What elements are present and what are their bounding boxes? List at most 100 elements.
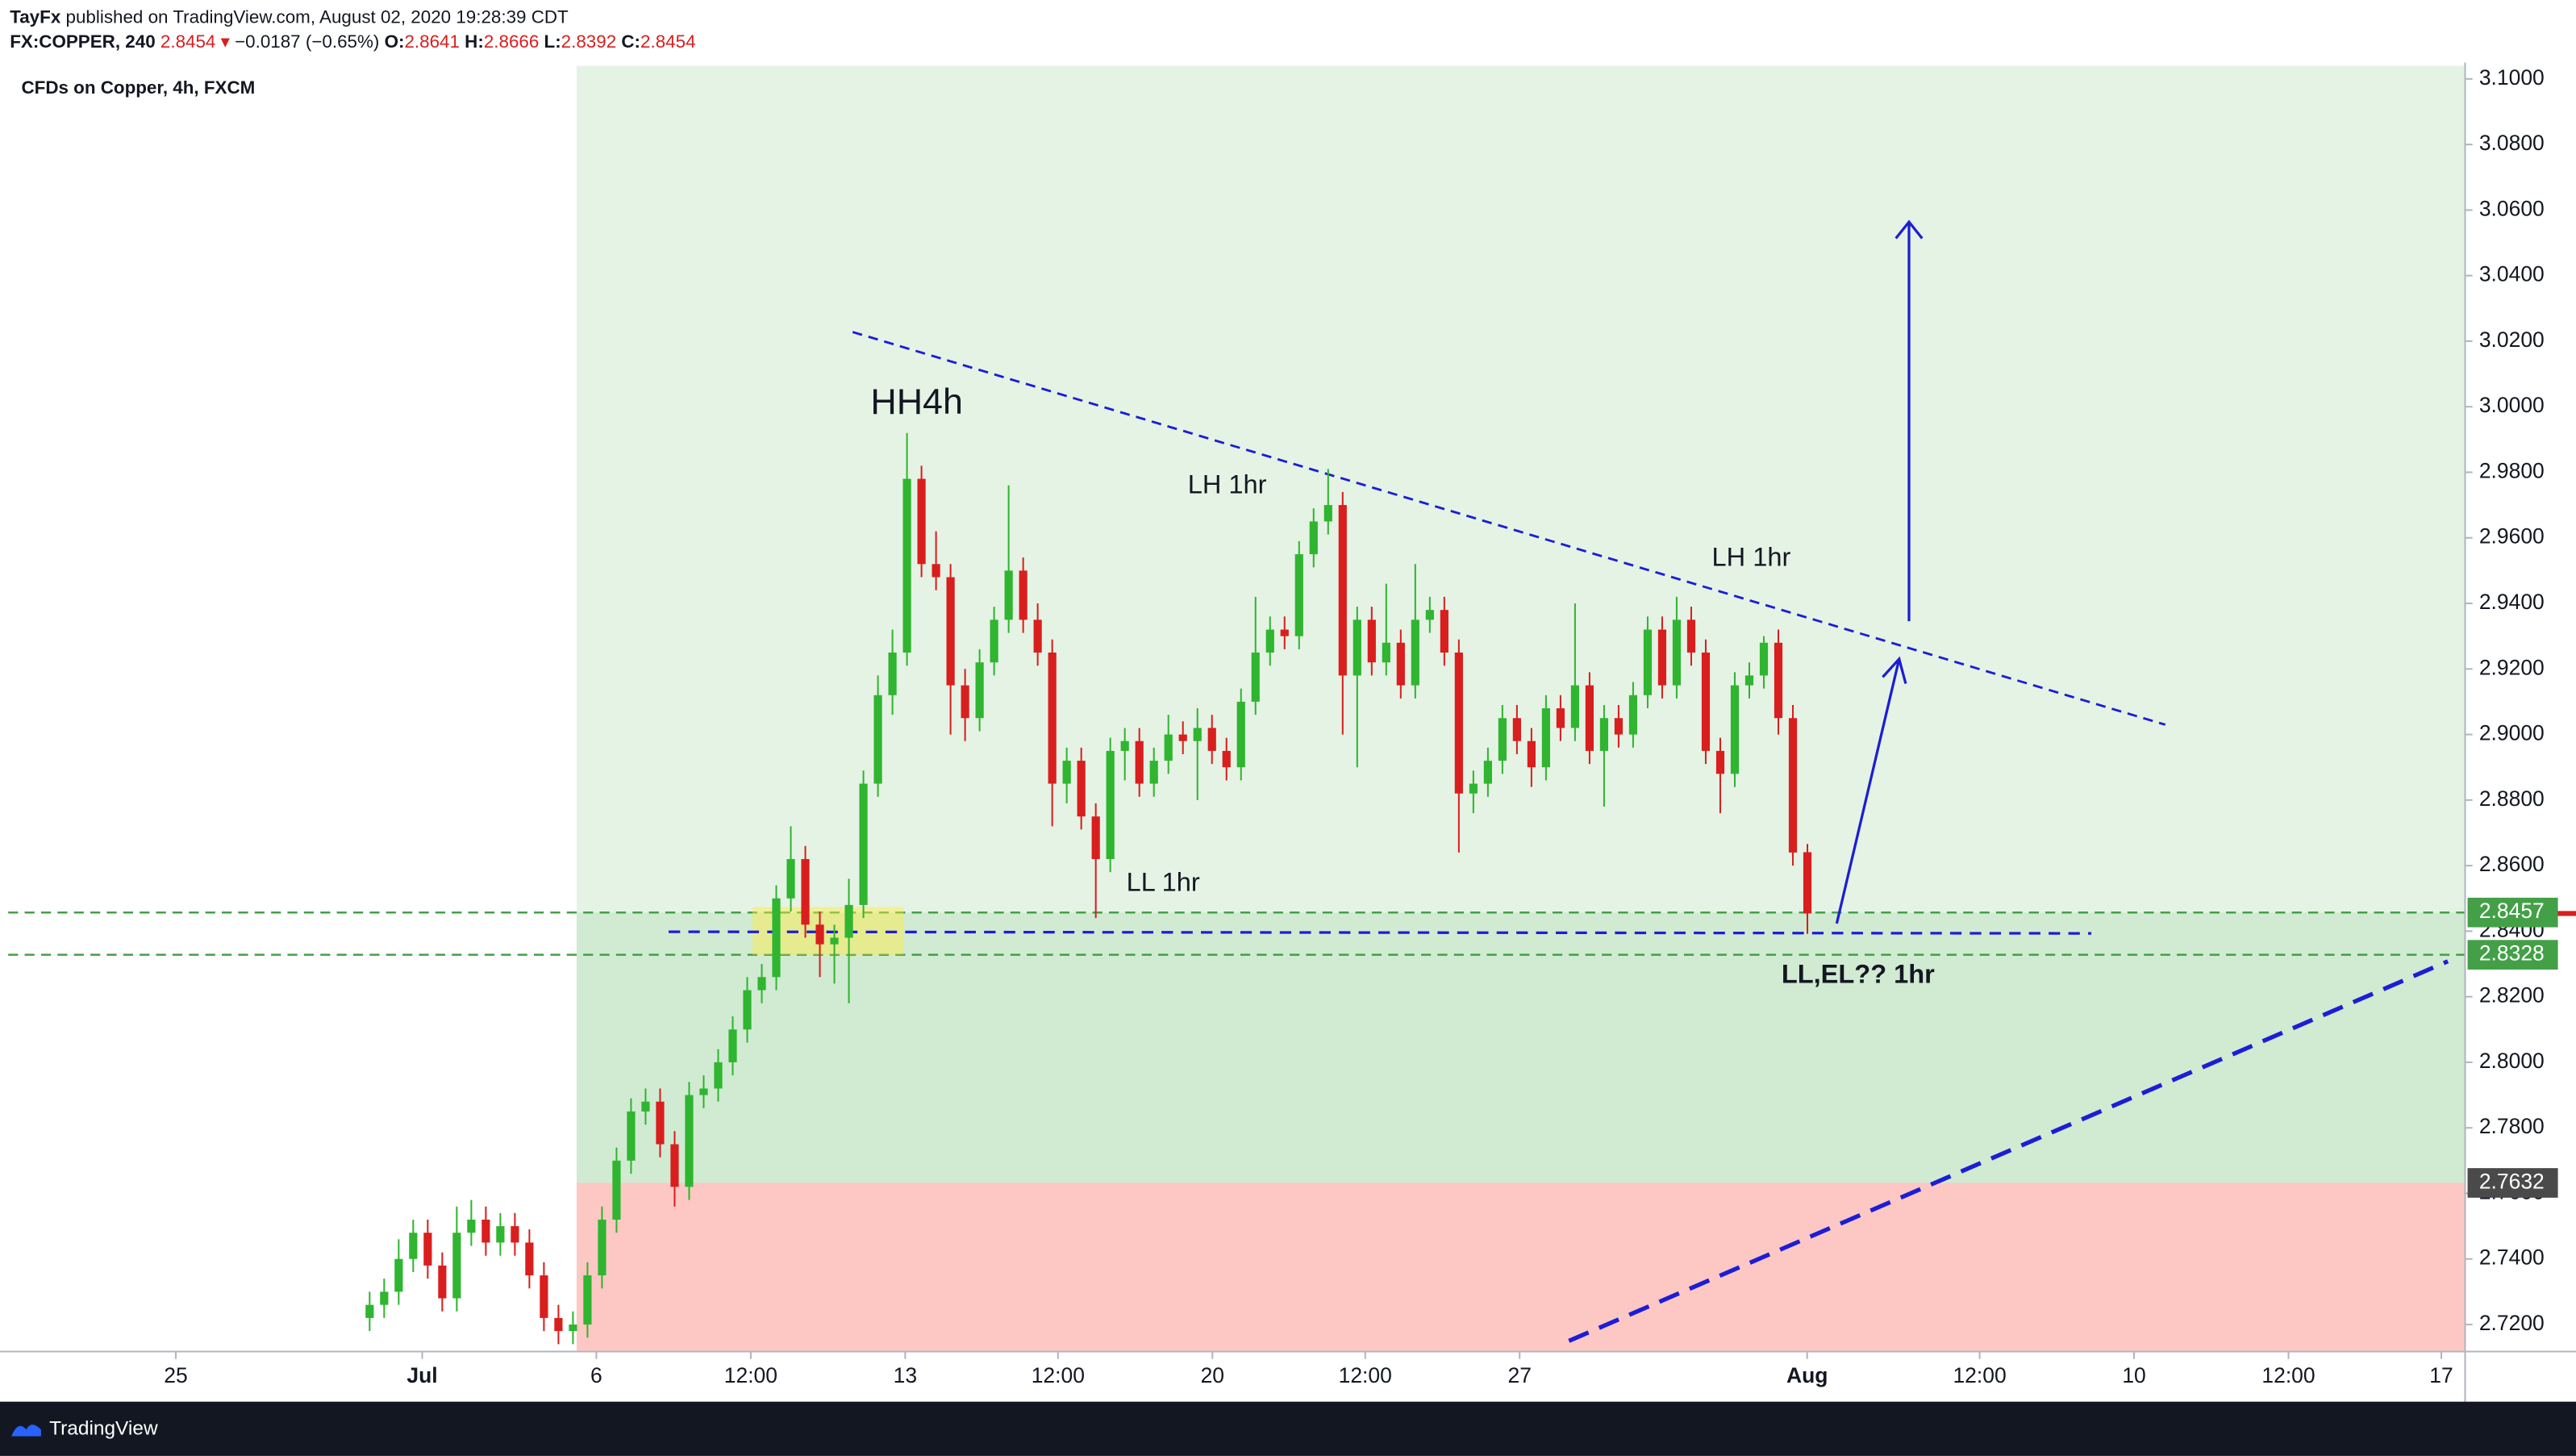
candle-body — [409, 1233, 418, 1259]
x-tick-label: 12:00 — [1953, 1363, 2006, 1387]
candle-body — [801, 858, 810, 925]
candle-body — [554, 1317, 563, 1332]
candle-body — [975, 662, 984, 719]
y-tick-label: 2.9000 — [2479, 721, 2545, 745]
ohlc-label: C: — [621, 31, 640, 52]
candle-body — [1469, 783, 1478, 794]
brand: TradingView — [49, 1418, 158, 1440]
support-line — [669, 930, 2092, 935]
candle-body — [1570, 685, 1579, 728]
ohlc-label: H: — [465, 31, 484, 52]
candle-body — [423, 1233, 432, 1266]
published: TayFx published on TradingView.com, Augu… — [10, 6, 569, 27]
candle-body — [1120, 741, 1129, 751]
y-tick-label: 2.9800 — [2479, 458, 2545, 482]
x-tick-label: 12:00 — [1339, 1363, 1392, 1387]
candle-body — [641, 1101, 650, 1112]
candle-body — [1382, 642, 1390, 663]
candle-body — [1019, 570, 1027, 620]
x-tick-label: Jul — [406, 1363, 437, 1387]
candle-body — [1048, 652, 1057, 784]
candle-body — [481, 1219, 490, 1243]
candle-body — [452, 1233, 461, 1299]
candle-body — [540, 1275, 548, 1318]
candle-body — [1222, 750, 1231, 768]
zone-stop — [576, 1183, 2465, 1351]
candle-body — [1498, 718, 1507, 761]
candle-body — [598, 1219, 606, 1276]
change: −0.0187 (−0.65%) — [235, 31, 379, 52]
candle-body — [1178, 734, 1187, 741]
candle-body — [1788, 718, 1798, 853]
candle-body — [1425, 610, 1434, 620]
candle-body — [670, 1144, 679, 1187]
candle-body — [1803, 852, 1812, 914]
candle-body — [1149, 761, 1158, 784]
candle-body — [1701, 652, 1711, 751]
y-tick-label: 2.7200 — [2479, 1311, 2545, 1335]
candle-body — [583, 1275, 592, 1325]
x-tick-label: Aug — [1786, 1363, 1828, 1387]
y-tick-label: 2.7800 — [2479, 1114, 2545, 1138]
candle-body — [569, 1325, 577, 1332]
candle-body — [757, 977, 766, 991]
candle-body — [1135, 741, 1144, 784]
candle-body — [1759, 642, 1769, 676]
ohlc-value: 2.8666 — [484, 31, 539, 52]
x-tick-label: 12:00 — [1032, 1363, 1085, 1387]
candle-body — [1715, 750, 1725, 774]
symbol-line: FX:COPPER, 240 2.8454 ▾ −0.0187 (−0.65%)… — [10, 31, 695, 52]
logo — [11, 1425, 41, 1437]
candle-body — [1527, 741, 1536, 768]
candle-body — [685, 1095, 694, 1187]
candle-body — [656, 1101, 665, 1145]
candle-body — [1541, 708, 1550, 768]
candle-body — [1265, 629, 1274, 653]
candle-body — [815, 924, 824, 945]
candle-body — [365, 1304, 374, 1318]
candle-body — [394, 1258, 403, 1292]
zones — [8, 65, 2465, 1351]
published-text: published on TradingView.com, August 02,… — [66, 6, 569, 27]
candle-body — [627, 1111, 636, 1161]
candle-body — [1628, 695, 1638, 735]
last: 2.8454 — [160, 31, 215, 52]
x-tick-label: 27 — [1507, 1363, 1531, 1387]
header-bg — [0, 0, 2576, 63]
candle-body — [1091, 816, 1100, 859]
candle-body — [525, 1242, 534, 1276]
candle-body — [1686, 620, 1696, 653]
x-tick-label: 12:00 — [2261, 1363, 2315, 1387]
candle-body — [1599, 718, 1609, 751]
candle-body — [438, 1265, 447, 1299]
ohlc-value: 2.8392 — [561, 31, 616, 52]
candle-body — [772, 898, 781, 978]
candle-body — [612, 1160, 621, 1220]
candle-body — [1164, 734, 1173, 761]
annotation: LH 1hr — [1188, 469, 1267, 499]
candle-body — [1207, 728, 1216, 751]
candle-body — [844, 904, 853, 938]
candle-body — [961, 685, 969, 719]
candle-body — [786, 858, 795, 899]
y-tick-label: 3.0400 — [2479, 262, 2545, 286]
y-tick-label: 3.0600 — [2479, 196, 2545, 220]
price-label: 2.8328 — [2479, 941, 2545, 966]
arrow — [1894, 219, 1924, 622]
candle-body — [1483, 761, 1492, 784]
price-label-box — [2467, 897, 2558, 928]
y-tick-label: 2.9600 — [2479, 524, 2545, 549]
candle-body — [1512, 718, 1521, 741]
x-tick-label: 10 — [2122, 1363, 2145, 1387]
candle-body — [699, 1088, 708, 1095]
chart-title: CFDs on Copper, 4h, FXCM — [21, 77, 255, 98]
candle-body — [1730, 685, 1740, 774]
candle-body — [859, 783, 868, 905]
trend-line — [852, 331, 2166, 726]
y-tick-label: 2.9400 — [2479, 590, 2545, 614]
y-tick-label: 2.7400 — [2479, 1245, 2545, 1270]
candle-body — [1643, 629, 1653, 695]
candle-body — [1614, 718, 1624, 735]
candle-body — [932, 564, 940, 578]
candle-body — [1353, 620, 1361, 676]
